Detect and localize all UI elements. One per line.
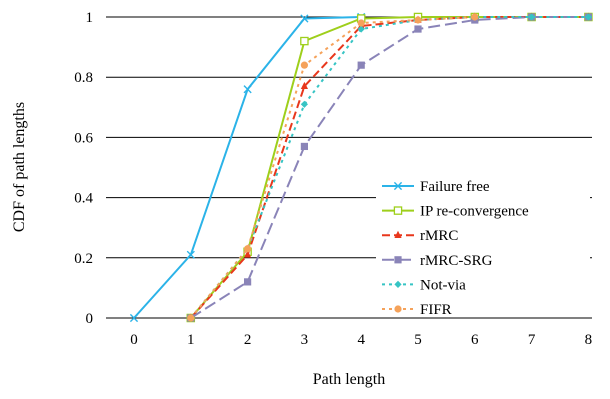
legend-label: Not-via — [420, 277, 466, 293]
data-point — [187, 314, 195, 322]
data-point — [186, 250, 195, 259]
legend-item: Failure free — [382, 179, 490, 195]
y-tick-label: 0.2 — [74, 251, 93, 267]
x-tick-label: 0 — [130, 332, 138, 348]
data-point — [300, 14, 309, 23]
data-point — [300, 142, 308, 151]
legend-item: Not-via — [382, 277, 466, 293]
x-tick-label: 6 — [471, 332, 479, 348]
x-axis-label: Path length — [313, 371, 385, 388]
y-tick-label: 0.8 — [74, 70, 93, 86]
x-tick-label: 3 — [301, 332, 309, 348]
x-tick-label: 4 — [357, 332, 365, 348]
legend-marker — [394, 230, 402, 238]
legend-label: rMRC-SRG — [420, 253, 493, 269]
legend-label: FIFR — [420, 302, 452, 318]
legend: Failure free IP re-convergence rMRC rMRC-SR… — [376, 172, 590, 318]
legend-background — [376, 172, 590, 316]
data-point — [414, 25, 422, 33]
legend-label: rMRC — [420, 228, 458, 244]
data-point — [528, 13, 536, 21]
y-tick-label: 1 — [86, 10, 94, 26]
data-point — [244, 250, 252, 258]
legend-marker — [393, 206, 403, 215]
data-point — [584, 13, 592, 21]
series-failure-free — [129, 12, 366, 323]
data-point — [244, 245, 252, 253]
x-tick-label: 5 — [414, 332, 422, 348]
data-point — [357, 25, 365, 33]
x-tick-labels: 0 1 2 3 4 5 6 7 8 — [130, 332, 592, 348]
series-line — [190, 16, 589, 319]
legend-item: FIFR — [382, 302, 452, 318]
legend-label: IP re-convergence — [420, 204, 529, 220]
y-tick-labels: 0 0.2 0.4 0.6 0.8 1 — [74, 10, 93, 327]
y-tick-label: 0.6 — [74, 130, 93, 146]
data-point — [300, 81, 308, 90]
data-point — [357, 19, 365, 27]
series-group — [129, 12, 593, 323]
data-point — [243, 85, 252, 94]
x-tick-label: 2 — [244, 332, 252, 348]
legend-item: rMRC-SRG — [382, 253, 493, 269]
legend-marker — [394, 280, 402, 288]
data-point — [300, 36, 309, 46]
series-fifr — [187, 13, 479, 322]
data-point — [300, 100, 308, 108]
legend-marker — [394, 256, 402, 264]
data-point — [414, 16, 422, 24]
legend-marker — [393, 181, 403, 191]
x-tick-label: 1 — [187, 332, 195, 348]
data-point — [129, 313, 139, 323]
series-line — [190, 16, 475, 319]
x-tick-label: 8 — [585, 332, 593, 348]
y-axis-label: CDF of path lengths — [11, 102, 28, 232]
y-tick-label: 0 — [86, 311, 94, 327]
x-tick-label: 7 — [528, 332, 536, 348]
y-tick-label: 0.4 — [74, 191, 93, 207]
legend-label: Failure free — [420, 179, 490, 195]
data-point — [244, 278, 252, 286]
legend-item: rMRC — [382, 228, 458, 244]
data-point — [357, 61, 365, 69]
data-point — [471, 13, 479, 21]
legend-marker — [394, 305, 402, 313]
data-point — [300, 61, 308, 69]
legend-item: IP re-convergence — [382, 204, 529, 220]
